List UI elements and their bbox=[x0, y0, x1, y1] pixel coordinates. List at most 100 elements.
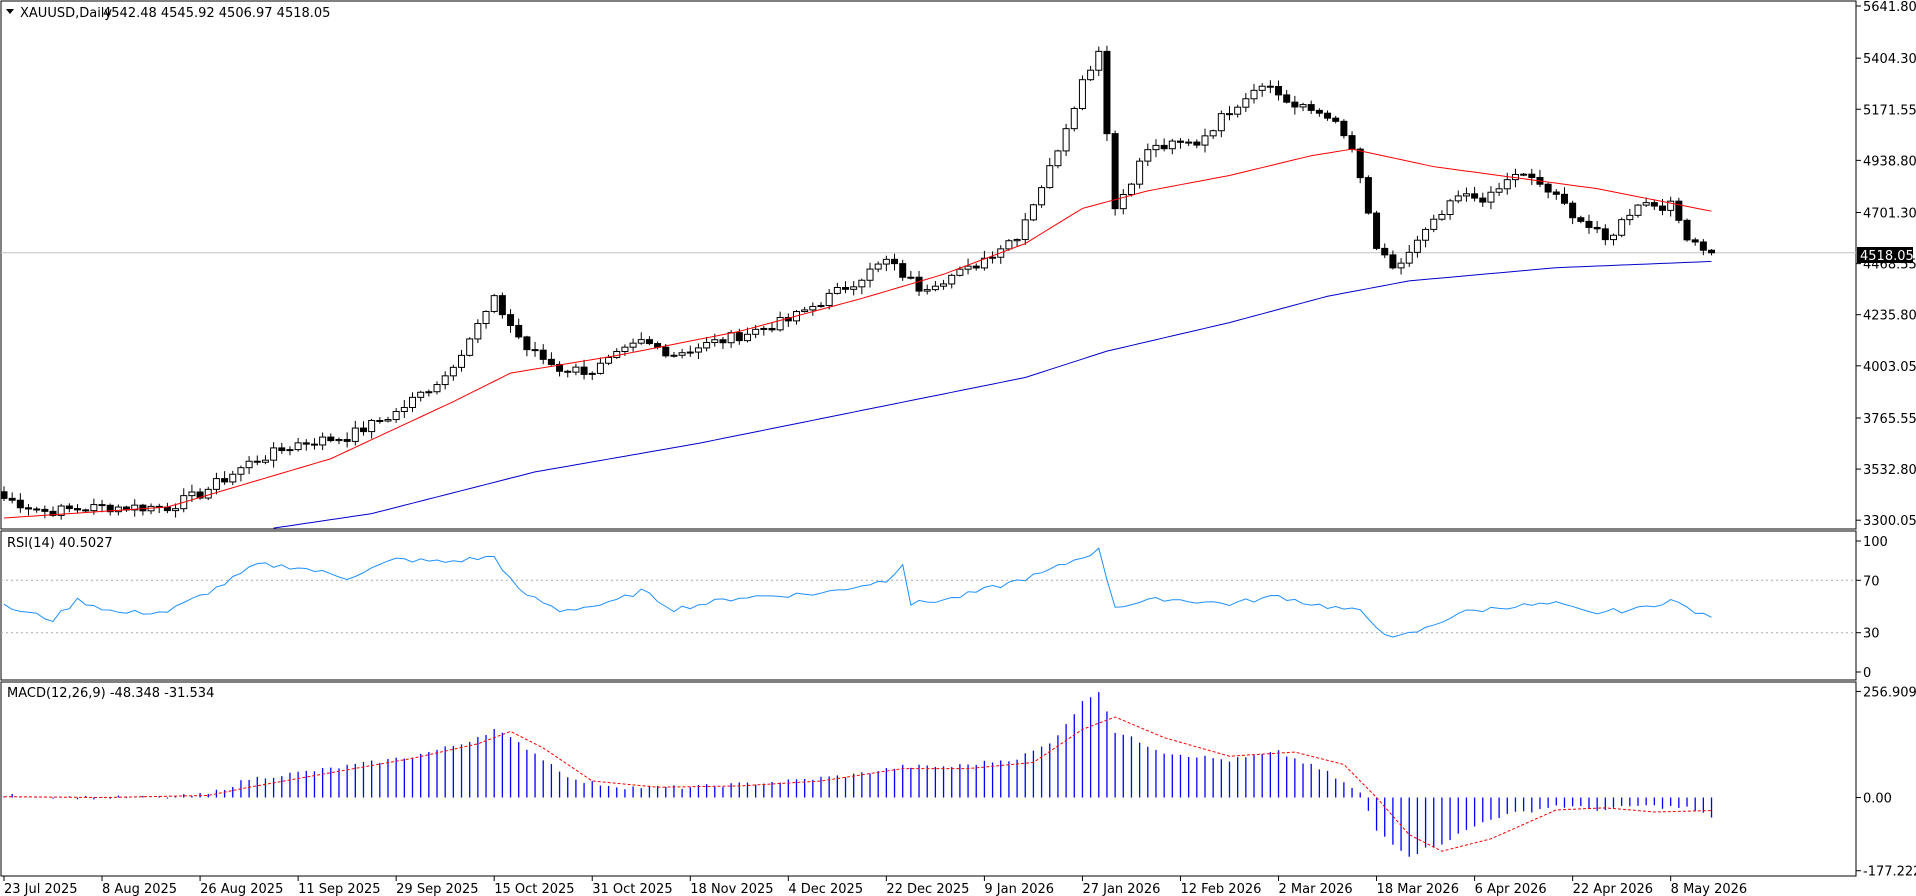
candle[interactable] bbox=[1642, 202, 1650, 206]
candle[interactable] bbox=[57, 505, 65, 516]
candle[interactable] bbox=[1152, 144, 1160, 151]
candle[interactable] bbox=[1650, 202, 1658, 207]
candle[interactable] bbox=[327, 436, 335, 442]
candle[interactable] bbox=[196, 491, 204, 499]
candle[interactable] bbox=[163, 506, 171, 512]
candle[interactable] bbox=[1659, 205, 1667, 211]
candle[interactable] bbox=[572, 366, 580, 373]
candle[interactable] bbox=[425, 391, 433, 394]
candle[interactable] bbox=[1683, 219, 1691, 241]
candle[interactable] bbox=[923, 289, 931, 292]
candle[interactable] bbox=[368, 419, 376, 433]
candle[interactable] bbox=[172, 508, 180, 512]
candle[interactable] bbox=[907, 276, 915, 279]
candle[interactable] bbox=[294, 442, 302, 451]
candle[interactable] bbox=[1503, 179, 1511, 190]
candle[interactable] bbox=[564, 370, 572, 373]
candle[interactable] bbox=[882, 258, 890, 265]
candle[interactable] bbox=[931, 285, 939, 291]
candle[interactable] bbox=[1691, 239, 1699, 243]
candle[interactable] bbox=[1144, 149, 1152, 162]
candle[interactable] bbox=[1176, 140, 1184, 143]
candle[interactable] bbox=[1479, 197, 1487, 203]
candle[interactable] bbox=[1111, 133, 1119, 210]
candle[interactable] bbox=[605, 356, 613, 364]
candle[interactable] bbox=[858, 279, 866, 288]
candle[interactable] bbox=[1299, 104, 1307, 108]
candle[interactable] bbox=[433, 384, 441, 393]
candle[interactable] bbox=[727, 332, 735, 344]
candle[interactable] bbox=[1005, 240, 1013, 250]
macd-panel[interactable] bbox=[3, 692, 1713, 857]
candle[interactable] bbox=[1446, 200, 1454, 216]
candle[interactable] bbox=[1609, 234, 1617, 241]
candle[interactable] bbox=[498, 295, 506, 316]
candle[interactable] bbox=[940, 283, 948, 287]
candle[interactable] bbox=[1626, 214, 1634, 221]
candle[interactable] bbox=[1405, 251, 1413, 264]
candle[interactable] bbox=[1242, 98, 1250, 108]
candle[interactable] bbox=[891, 258, 899, 265]
candle[interactable] bbox=[384, 419, 392, 422]
candle[interactable] bbox=[335, 439, 343, 442]
candle[interactable] bbox=[1046, 165, 1054, 189]
candle[interactable] bbox=[1430, 218, 1438, 230]
candle[interactable] bbox=[74, 508, 82, 511]
candle[interactable] bbox=[221, 478, 229, 483]
candle[interactable] bbox=[694, 347, 702, 353]
candle[interactable] bbox=[449, 366, 457, 377]
candle[interactable] bbox=[596, 362, 604, 374]
candle[interactable] bbox=[637, 339, 645, 344]
candle[interactable] bbox=[989, 256, 997, 259]
candle[interactable] bbox=[1618, 219, 1626, 236]
candle[interactable] bbox=[82, 509, 90, 512]
candle[interactable] bbox=[629, 342, 637, 348]
candle[interactable] bbox=[1029, 204, 1037, 221]
candle[interactable] bbox=[703, 342, 711, 349]
candle[interactable] bbox=[662, 346, 670, 357]
candle[interactable] bbox=[1168, 140, 1176, 150]
candle[interactable] bbox=[1560, 193, 1568, 204]
candle[interactable] bbox=[1160, 144, 1168, 150]
candle[interactable] bbox=[1348, 135, 1356, 150]
candle[interactable] bbox=[645, 339, 653, 345]
candle[interactable] bbox=[1699, 241, 1707, 251]
candle[interactable] bbox=[1332, 117, 1340, 122]
candle[interactable] bbox=[490, 295, 498, 312]
candle[interactable] bbox=[441, 375, 449, 386]
candle[interactable] bbox=[580, 366, 588, 375]
candle[interactable] bbox=[1389, 254, 1397, 269]
candle[interactable] bbox=[1569, 202, 1577, 219]
candle[interactable] bbox=[1708, 249, 1716, 254]
candle[interactable] bbox=[825, 292, 833, 306]
candle[interactable] bbox=[588, 372, 596, 375]
candle[interactable] bbox=[1462, 193, 1470, 197]
candle[interactable] bbox=[204, 488, 212, 499]
candle[interactable] bbox=[458, 354, 466, 368]
candle[interactable] bbox=[850, 286, 858, 290]
candle[interactable] bbox=[1127, 183, 1135, 196]
candle[interactable] bbox=[752, 328, 760, 335]
candle[interactable] bbox=[1487, 191, 1495, 203]
candle[interactable] bbox=[16, 499, 24, 509]
candle[interactable] bbox=[613, 350, 621, 358]
candle[interactable] bbox=[915, 276, 923, 292]
candle[interactable] bbox=[49, 510, 57, 516]
candle[interactable] bbox=[188, 491, 196, 497]
candle[interactable] bbox=[1136, 160, 1144, 185]
candle[interactable] bbox=[1315, 109, 1323, 114]
candle[interactable] bbox=[310, 443, 318, 446]
candle[interactable] bbox=[1283, 94, 1291, 103]
candle[interactable] bbox=[1454, 195, 1462, 202]
candle[interactable] bbox=[1258, 85, 1266, 91]
candle[interactable] bbox=[1185, 141, 1193, 144]
candle[interactable] bbox=[90, 504, 98, 512]
candle[interactable] bbox=[229, 473, 237, 483]
candle[interactable] bbox=[392, 410, 400, 421]
candle[interactable] bbox=[1062, 128, 1070, 152]
candle[interactable] bbox=[1021, 219, 1029, 241]
candle[interactable] bbox=[1078, 79, 1086, 109]
candle[interactable] bbox=[972, 265, 980, 269]
